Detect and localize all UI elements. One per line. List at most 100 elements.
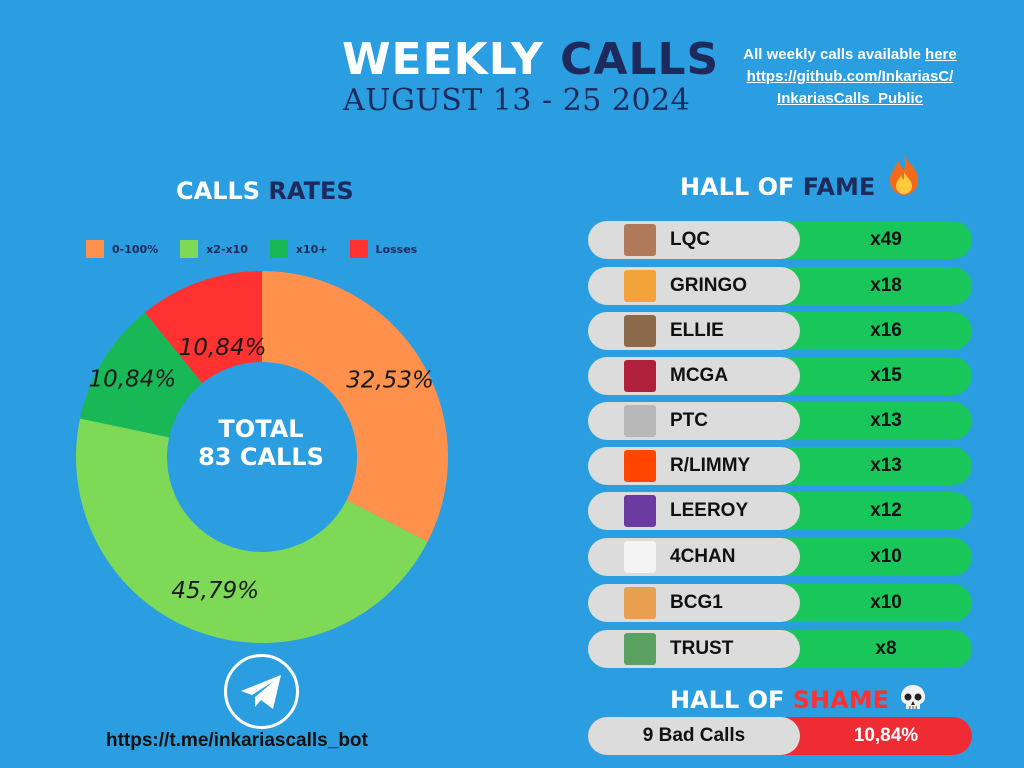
hof-title-white: HALL OF <box>680 173 795 201</box>
token-multiplier: x16 <box>870 320 902 341</box>
hall-of-fame-row: R/LIMMY x13 <box>588 447 972 485</box>
token-name: LQC <box>670 229 711 250</box>
legend-swatch <box>349 240 368 258</box>
token-avatar-icon <box>624 315 656 347</box>
title-weekly: WEEKLY <box>342 34 544 85</box>
legend-item: 0-100% <box>86 240 158 258</box>
bad-calls-count: 9 Bad Calls <box>642 725 746 746</box>
telegram-icon <box>241 675 281 709</box>
date-range: AUGUST 13 - 25 2024 <box>343 83 691 118</box>
telegram-url[interactable]: https://t.me/inkariascalls_bot <box>106 730 368 751</box>
legend-swatch <box>180 240 199 258</box>
token-avatar-icon <box>624 224 656 256</box>
repo-info: All weekly calls available here https://… <box>700 44 1000 110</box>
donut-slice-4 <box>144 271 262 384</box>
legend-label: x10+ <box>295 242 328 256</box>
donut-slice-2 <box>76 418 428 643</box>
hof-title-dark: FAME <box>802 173 876 201</box>
donut-slice-label-2: 45,79% <box>171 578 259 604</box>
hall-of-fame-row: 4CHAN x10 <box>588 538 972 576</box>
token-avatar-icon <box>624 495 656 527</box>
telegram-button[interactable] <box>224 654 299 729</box>
donut-slice-label-4: 10,84% <box>179 335 267 361</box>
donut-slice-label-3: 10,84% <box>88 367 176 393</box>
token-multiplier: x13 <box>870 455 902 476</box>
hall-of-fame-row: MCGA x15 <box>588 357 972 395</box>
token-avatar-icon <box>624 360 656 392</box>
donut-slice-label-1: 32,53% <box>346 368 434 394</box>
hof-token-pill <box>588 630 800 668</box>
hof-token-pill <box>588 584 800 622</box>
token-name: PTC <box>670 410 708 431</box>
hall-of-fame-row: TRUST x8 <box>588 630 972 668</box>
donut-slice-3 <box>80 312 203 438</box>
token-avatar-icon <box>624 450 656 482</box>
legend-item: x2-x10 <box>180 240 248 258</box>
hall-of-fame-row: PTC x13 <box>588 402 972 440</box>
bad-calls-percent: 10,84% <box>853 725 919 746</box>
title-calls: CALLS <box>560 34 720 85</box>
repo-intro-text: All weekly calls available <box>743 46 926 63</box>
hall-of-shame-row: 9 Bad Calls 10,84% <box>588 717 972 755</box>
token-avatar-icon <box>624 633 656 665</box>
token-avatar-icon <box>624 405 656 437</box>
hof-token-pill <box>588 402 800 440</box>
chart-legend: 0-100% x2-x10 x10+ Losses <box>86 240 439 258</box>
token-name: ELLIE <box>670 320 724 341</box>
fire-icon <box>890 154 918 195</box>
shame-label-pill <box>588 717 800 755</box>
hof-token-pill <box>588 267 800 305</box>
legend-label: 0-100% <box>112 242 159 256</box>
token-name: 4CHAN <box>670 546 736 567</box>
calls-rates-title-dark: RATES <box>268 177 354 205</box>
hall-of-fame-row: LQC x49 <box>588 221 972 259</box>
token-multiplier: x10 <box>870 546 902 567</box>
legend-label: x2-x10 <box>206 242 248 256</box>
token-avatar-icon <box>624 587 656 619</box>
token-name: R/LIMMY <box>670 455 751 476</box>
token-multiplier: x15 <box>870 365 902 386</box>
repo-url-line2[interactable]: InkariasCalls_Public <box>777 90 923 107</box>
token-name: LEEROY <box>670 500 749 521</box>
hof-token-pill <box>588 447 800 485</box>
hall-of-fame-row: ELLIE x16 <box>588 312 972 350</box>
donut-center-total-label: TOTAL <box>218 415 303 443</box>
token-multiplier: x10 <box>870 592 902 613</box>
legend-label: Losses <box>375 242 418 256</box>
token-name: BCG1 <box>670 592 723 613</box>
token-avatar-icon <box>624 541 656 573</box>
donut-slice-1 <box>262 271 448 542</box>
token-avatar-icon <box>624 270 656 302</box>
calls-rates-title-white: CALLS <box>176 177 261 205</box>
hall-of-shame-title: HALL OF SHAME <box>670 685 889 715</box>
token-name: GRINGO <box>670 275 748 296</box>
token-multiplier: x8 <box>875 638 897 659</box>
legend-swatch <box>86 240 104 258</box>
hos-title-white: HALL OF <box>670 686 785 714</box>
hall-of-fame-row: GRINGO x18 <box>588 267 972 305</box>
donut-center-count-label: 83 CALLS <box>198 443 324 471</box>
hos-title-red: SHAME <box>792 686 889 714</box>
skull-icon <box>901 685 925 709</box>
token-name: TRUST <box>670 638 734 659</box>
legend-swatch <box>269 240 288 258</box>
token-name: MCGA <box>670 365 729 386</box>
repo-url-line1[interactable]: https://github.com/InkariasC/ <box>746 68 954 85</box>
hof-token-pill <box>588 492 800 530</box>
token-multiplier: x18 <box>870 275 902 296</box>
page-title: WEEKLY CALLS <box>342 34 719 86</box>
hof-token-pill <box>588 312 800 350</box>
hall-of-fame-row: BCG1 x10 <box>588 584 972 622</box>
token-multiplier: x13 <box>870 410 902 431</box>
legend-item: Losses <box>349 240 418 258</box>
hof-token-pill <box>588 538 800 576</box>
token-multiplier: x49 <box>870 229 902 250</box>
legend-item: x10+ <box>269 240 328 258</box>
hall-of-fame-row: LEEROY x12 <box>588 492 972 530</box>
hall-of-fame-title: HALL OF FAME <box>680 172 875 202</box>
hof-token-pill <box>588 357 800 395</box>
hof-token-pill <box>588 221 800 259</box>
repo-here-link[interactable]: here <box>925 46 957 63</box>
token-multiplier: x12 <box>870 500 902 521</box>
